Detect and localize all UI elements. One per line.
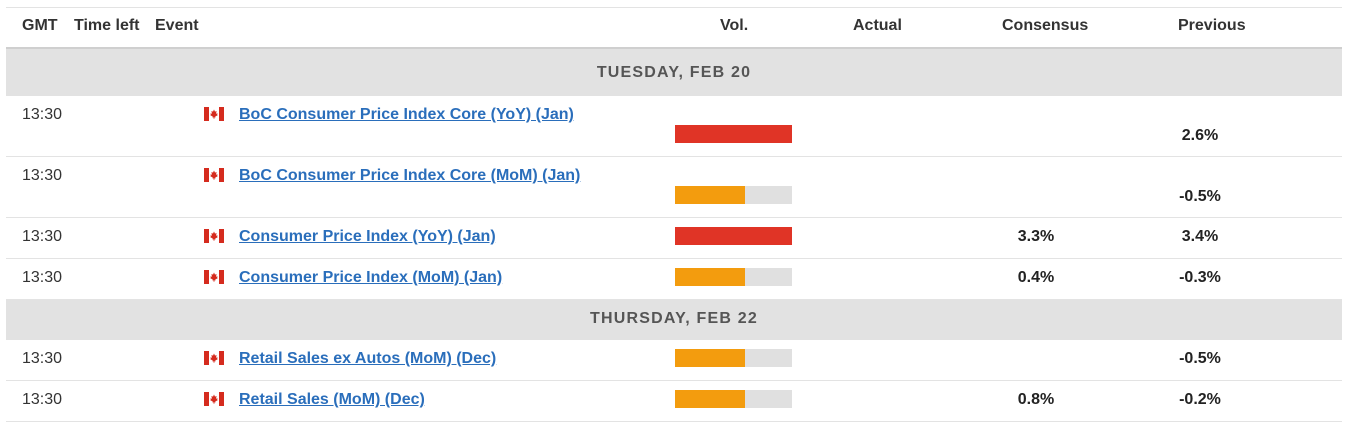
volatility-bar	[675, 268, 792, 286]
volatility-bar	[675, 227, 792, 245]
table-row: 13:30 Consumer Price Index (MoM) (Jan) 0…	[6, 259, 1342, 300]
top-divider	[6, 0, 1342, 8]
canada-flag-icon	[204, 270, 224, 284]
table-row: 13:30 Retail Sales (MoM) (Dec) 0.8% -0.2…	[6, 381, 1342, 422]
header-consensus[interactable]: Consensus	[1002, 17, 1089, 34]
table-row: 13:30 BoC Consumer Price Index Core (YoY…	[6, 96, 1342, 157]
previous-value: -0.2%	[1179, 391, 1221, 408]
event-link[interactable]: BoC Consumer Price Index Core (YoY) (Jan…	[239, 106, 574, 123]
volatility-bar	[675, 390, 792, 408]
previous-value: 3.4%	[1181, 228, 1219, 245]
volatility-bar	[675, 186, 792, 204]
consensus-value: 0.4%	[1017, 269, 1055, 286]
event-link[interactable]: Consumer Price Index (YoY) (Jan)	[239, 228, 496, 245]
header-event[interactable]: Event	[155, 17, 199, 34]
event-time: 13:30	[22, 391, 63, 408]
table-row: 13:30 BoC Consumer Price Index Core (MoM…	[6, 157, 1342, 218]
previous-value: -0.5%	[1179, 350, 1221, 367]
volatility-fill	[675, 390, 746, 408]
volatility-fill	[675, 125, 792, 143]
event-link[interactable]: Retail Sales (MoM) (Dec)	[239, 391, 425, 408]
canada-flag-icon	[204, 392, 224, 406]
event-time: 13:30	[22, 350, 63, 367]
event-time: 13:30	[22, 167, 63, 184]
day-header-tuesday: TUESDAY, FEB 20	[6, 49, 1342, 96]
economic-calendar: GMT Time left Event Vol. Actual Consensu…	[6, 0, 1342, 422]
event-link[interactable]: Consumer Price Index (MoM) (Jan)	[239, 269, 503, 286]
previous-value: -0.3%	[1179, 269, 1221, 286]
event-link[interactable]: BoC Consumer Price Index Core (MoM) (Jan…	[239, 167, 581, 184]
consensus-value: 0.8%	[1017, 391, 1055, 408]
event-link[interactable]: Retail Sales ex Autos (MoM) (Dec)	[239, 350, 497, 367]
canada-flag-icon	[204, 229, 224, 243]
event-time: 13:30	[22, 106, 63, 123]
table-header: GMT Time left Event Vol. Actual Consensu…	[6, 8, 1342, 49]
header-actual[interactable]: Actual	[853, 17, 902, 34]
volatility-fill	[675, 186, 746, 204]
event-time: 13:30	[22, 269, 63, 286]
canada-flag-icon	[204, 107, 224, 121]
previous-value: -0.5%	[1179, 188, 1221, 205]
volatility-bar	[675, 125, 792, 143]
volatility-fill	[675, 349, 746, 367]
header-previous[interactable]: Previous	[1178, 17, 1246, 34]
canada-flag-icon	[204, 351, 224, 365]
header-time-left[interactable]: Time left	[74, 17, 140, 34]
event-time: 13:30	[22, 228, 63, 245]
volatility-fill	[675, 227, 792, 245]
volatility-fill	[675, 268, 746, 286]
day-header-thursday: THURSDAY, FEB 22	[6, 300, 1342, 340]
header-gmt[interactable]: GMT	[22, 17, 58, 34]
table-row: 13:30 Consumer Price Index (YoY) (Jan) 3…	[6, 218, 1342, 259]
header-vol[interactable]: Vol.	[720, 17, 749, 34]
canada-flag-icon	[204, 168, 224, 182]
table-row: 13:30 Retail Sales ex Autos (MoM) (Dec) …	[6, 340, 1342, 381]
consensus-value: 3.3%	[1017, 228, 1055, 245]
volatility-bar	[675, 349, 792, 367]
previous-value: 2.6%	[1181, 127, 1219, 144]
